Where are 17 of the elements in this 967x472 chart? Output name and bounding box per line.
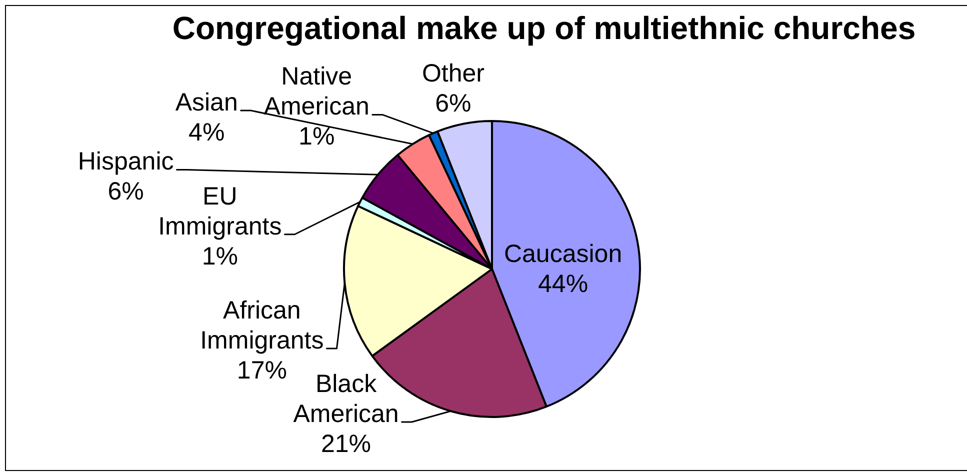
data-label: 21% [320, 430, 372, 458]
slice-label: Caucasion [504, 240, 622, 268]
data-label: 1% [202, 242, 238, 270]
slice-label: EU Immigrants [158, 182, 282, 240]
data-label: 17% [236, 356, 287, 384]
slice-label: Hispanic [78, 148, 174, 176]
slice-label: Native American [264, 62, 370, 121]
data-label: 1% [298, 122, 335, 151]
chart-title: Congregational make up of multiethnic churches [172, 10, 916, 46]
slice-label: African Immigrants [200, 296, 324, 354]
slice-label: Asian [175, 88, 238, 116]
data-label: 44% [538, 270, 588, 298]
slice-label: Black American [293, 370, 399, 428]
data-label: 6% [435, 90, 472, 118]
data-label: 4% [188, 118, 225, 146]
data-label: 6% [108, 178, 144, 206]
slice-label: Other [422, 60, 484, 88]
